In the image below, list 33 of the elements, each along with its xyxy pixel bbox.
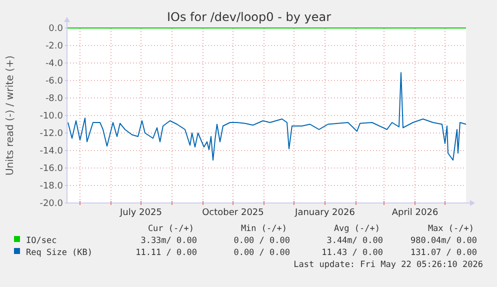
y-tick-label: 0.0: [48, 24, 64, 34]
text: 3.44m/ 0.00: [326, 236, 383, 246]
y-tick-label: -12.0: [40, 129, 64, 140]
y-tick-label: -10.0: [40, 112, 64, 122]
text: Cur (-/+): [148, 224, 194, 234]
text: 3.33m/ 0.00: [140, 236, 197, 246]
text: 980.04m/ 0.00: [410, 236, 477, 246]
text: Avg (-/+): [334, 224, 380, 234]
legend-label: IO/sec: [26, 236, 57, 246]
y-tick-label: -2.0: [45, 42, 64, 52]
y-tick-label: -6.0: [45, 76, 64, 87]
x-tick-label: January 2026: [294, 208, 356, 218]
text: Min (-/+): [240, 224, 287, 234]
legend-label: Req Size (KB): [26, 248, 93, 258]
y-tick-label: -4.0: [45, 59, 64, 70]
text: 11.11 / 0.00: [136, 248, 197, 258]
text: 0.00 / 0.00: [234, 236, 290, 246]
text: 131.07 / 0.00: [410, 248, 477, 258]
text: 0.00 / 0.00: [234, 248, 290, 258]
y-tick-label: -16.0: [40, 164, 64, 174]
text: Max (-/+): [428, 224, 474, 234]
y-tick-label: -20.0: [40, 199, 64, 210]
y-tick-label: -14.0: [40, 146, 64, 157]
text: Last update: Fri May 22 05:26:10 2026: [294, 260, 483, 270]
x-tick-label: October 2025: [202, 208, 264, 218]
y-axis-title: Units read (-) / write (+): [5, 55, 16, 176]
y-tick-label: -8.0: [45, 94, 64, 104]
line-series: [68, 72, 466, 161]
chart-title: IOs for /dev/loop0 - by year: [166, 10, 332, 24]
text: 11.43 / 0.00: [322, 248, 383, 258]
x-tick-label: July 2025: [119, 208, 162, 218]
x-tick-label: April 2026: [392, 208, 438, 218]
y-tick-label: -18.0: [40, 182, 64, 192]
